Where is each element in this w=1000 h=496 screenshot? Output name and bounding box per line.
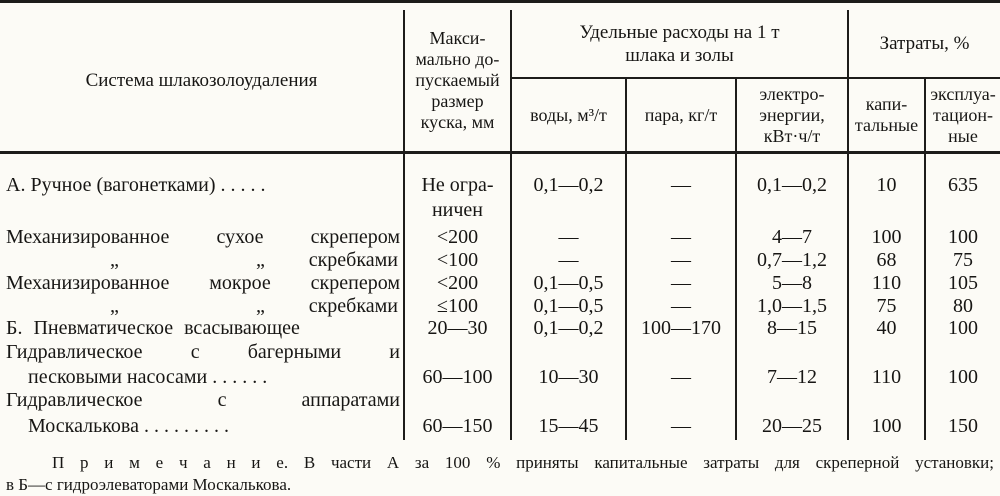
col-divider-capital-operational — [924, 79, 926, 440]
cell-water: 0,1—0,5 — [533, 295, 604, 317]
cell-steam: — — [671, 249, 691, 271]
cell-operational: 150 — [948, 415, 978, 437]
table-row-continuation: ничен — [0, 198, 1000, 222]
col-divider-system-size — [403, 10, 405, 440]
cell-operational: 100 — [948, 366, 978, 388]
header-capital: капи- тальные — [854, 94, 919, 135]
cell-max-size: 60—100 — [422, 366, 493, 388]
subheader-divider — [510, 77, 1000, 79]
col-divider-electricity-costs — [847, 10, 849, 440]
cell-steam: — — [671, 272, 691, 294]
cell-max-size: ≤100 — [437, 295, 478, 317]
cell-system: Гидравлическое с багерными и — [6, 341, 400, 363]
cell-water: — — [558, 249, 579, 271]
table-row: Механизированное сухое скрепером <200 — … — [0, 225, 1000, 249]
cell-max-size: Не огра- — [421, 174, 494, 196]
cell-capital: 10 — [876, 174, 897, 196]
table-row: песковыми насосами . . . . . . 60—100 10… — [0, 365, 1000, 389]
cell-electricity: 8—15 — [767, 317, 817, 339]
cell-capital: 100 — [871, 226, 902, 248]
table-row-continuation: Гидравлическое с аппаратами — [0, 388, 1000, 412]
ditto-mark: „ — [110, 295, 119, 317]
cell-system: „ „ скребками — [6, 294, 400, 318]
cell-system: Гидравлическое с аппаратами — [6, 389, 400, 411]
cell-electricity: 5—8 — [772, 272, 812, 294]
header-steam: пара, кг/т — [644, 104, 718, 125]
cell-steam: — — [671, 226, 691, 248]
table-row: „ „ скребками <100 — — 0,7—1,2 68 75 — [0, 248, 1000, 272]
col-divider-water-steam — [625, 79, 627, 440]
cell-electricity: 0,1—0,2 — [757, 174, 827, 196]
cell-max-size: <200 — [436, 226, 479, 248]
cell-operational: 100 — [948, 317, 978, 339]
cell-system: „ „ скребками — [6, 248, 400, 272]
table-row: А. Ручное (вагонетками) . . . . . Не огр… — [0, 173, 1000, 197]
cell-max-size: 60—150 — [422, 415, 493, 437]
header-max-piece-size: Макси- мально до- пускаемый размер куска… — [415, 28, 500, 132]
cell-electricity: 4—7 — [772, 226, 812, 248]
cell-steam: — — [671, 366, 691, 388]
cell-capital: 40 — [876, 317, 897, 339]
cell-system: песковыми насосами . . . . . . — [28, 366, 268, 388]
cell-max-size: <200 — [436, 272, 479, 294]
header-group-costs: Затраты, % — [879, 33, 970, 54]
cell-operational: 105 — [948, 272, 978, 294]
cell-max-size: <100 — [436, 249, 479, 271]
table-row: Механизированное мокрое скрепером <200 0… — [0, 271, 1000, 295]
footnote-text: В части А за 100 % приняты капитальные з… — [303, 453, 995, 472]
cell-system: А. Ручное (вагонетками) . . . . . — [6, 174, 266, 196]
footnote-label: П р и м е ч а н и е. — [52, 453, 289, 472]
cell-steam: — — [671, 295, 691, 317]
cell-electricity: 7—12 — [767, 366, 817, 388]
cell-capital: 110 — [871, 272, 902, 294]
table-row: Б. Пневматическое всасывающее 20—30 0,1—… — [0, 316, 1000, 340]
cell-steam: — — [671, 174, 691, 196]
ditto-mark: „ — [110, 249, 119, 271]
header-body-divider — [0, 151, 1000, 154]
header-system: Система шлакозолоудаления — [85, 70, 318, 91]
cell-operational: 80 — [953, 295, 973, 317]
footnote-line-2: в Б—с гидроэлеваторами Москалькова. — [6, 475, 292, 494]
cell-system: Москалькова . . . . . . . . . — [28, 415, 229, 437]
footnote-line-1: П р и м е ч а н и е. В части А за 100 % … — [4, 452, 994, 474]
cell-electricity: 1,0—1,5 — [757, 295, 827, 317]
cell-capital: 110 — [871, 366, 902, 388]
cell-water: 0,1—0,2 — [533, 317, 604, 339]
cell-system-text: скребками — [308, 249, 398, 271]
cell-capital: 75 — [876, 295, 897, 317]
ditto-mark: „ — [256, 249, 265, 271]
header-group-specific-consumption: Удельные расходы на 1 т шлака и золы — [579, 21, 780, 66]
cell-electricity: 0,7—1,2 — [757, 249, 827, 271]
cell-operational: 635 — [948, 174, 978, 196]
table-border-top — [0, 0, 1000, 3]
cell-water: 15—45 — [538, 415, 599, 437]
cell-system: Б. Пневматическое всасывающее — [6, 317, 300, 339]
table-row-continuation: Гидравлическое с багерными и — [0, 340, 1000, 364]
col-divider-size-consumption — [510, 10, 512, 440]
cell-steam: 100—170 — [641, 317, 721, 339]
header-electricity: электро- энергии, кВт·ч/т — [759, 83, 825, 146]
header-operational: эксплуа- тацион- ные — [930, 83, 996, 146]
cell-operational: 75 — [953, 249, 973, 271]
table-row: Москалькова . . . . . . . . . 60—150 15—… — [0, 414, 1000, 438]
cell-water: 0,1—0,2 — [533, 174, 604, 196]
table-row: „ „ скребками ≤100 0,1—0,5 — 1,0—1,5 75 … — [0, 294, 1000, 318]
cell-steam: — — [671, 415, 691, 437]
cell-system: Механизированное мокрое скрепером — [6, 272, 400, 294]
cell-capital: 100 — [871, 415, 902, 437]
ditto-mark: „ — [256, 295, 265, 317]
cell-system: Механизированное сухое скрепером — [6, 226, 400, 248]
cell-capital: 68 — [876, 249, 897, 271]
cell-system-text: скребками — [308, 295, 398, 317]
cell-water: 0,1—0,5 — [533, 272, 604, 294]
cell-water: 10—30 — [538, 366, 599, 388]
cell-max-size: 20—30 — [427, 317, 488, 339]
cell-max-size: ничен — [431, 199, 484, 221]
cell-water: — — [558, 226, 579, 248]
cell-operational: 100 — [948, 226, 978, 248]
col-divider-steam-electricity — [735, 79, 737, 440]
cell-electricity: 20—25 — [762, 415, 822, 437]
header-water: воды, м³/т — [530, 104, 607, 125]
